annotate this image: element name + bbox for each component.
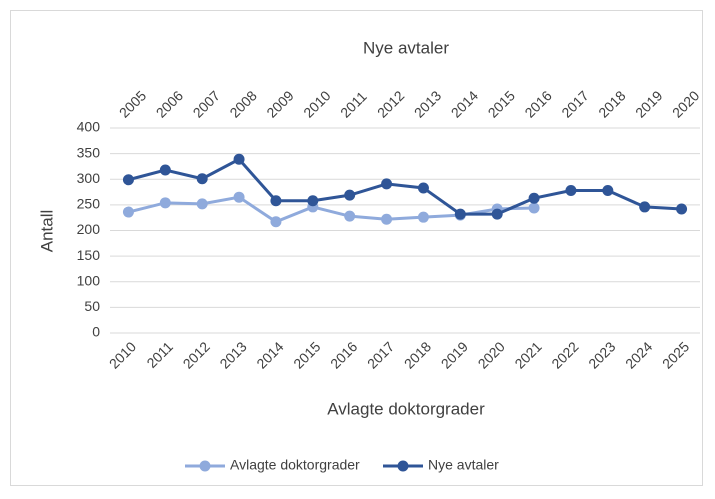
y-tick-label: 250 — [77, 196, 101, 212]
chart-border — [10, 10, 703, 486]
point — [122, 174, 134, 186]
point — [159, 164, 171, 176]
point — [344, 210, 356, 222]
y-tick-label: 0 — [92, 324, 100, 340]
legend-marker — [199, 460, 211, 472]
point — [676, 203, 688, 215]
point — [454, 208, 466, 220]
point — [196, 173, 208, 185]
point — [344, 189, 356, 201]
y-tick-label: 300 — [77, 170, 101, 186]
y-tick-label: 100 — [77, 272, 101, 288]
point — [639, 201, 651, 213]
point — [233, 191, 245, 203]
point — [233, 153, 245, 165]
point — [307, 195, 319, 207]
point — [122, 206, 134, 218]
point — [159, 197, 171, 209]
point — [381, 178, 393, 190]
point — [270, 216, 282, 228]
point — [565, 185, 577, 197]
y-tick-label: 50 — [84, 298, 100, 314]
y-tick-label: 400 — [77, 119, 101, 135]
y-axis-title: Antall — [37, 210, 56, 253]
point — [381, 213, 393, 225]
point — [528, 192, 540, 204]
point — [417, 182, 429, 194]
legend-label: Nye avtaler — [428, 457, 499, 473]
y-tick-label: 150 — [77, 247, 101, 263]
bottom-axis-title: Avlagte doktorgrader — [327, 399, 485, 418]
legend-marker — [397, 460, 409, 472]
legend-label: Avlagte doktorgrader — [230, 457, 360, 473]
y-tick-label: 350 — [77, 144, 101, 160]
point — [270, 195, 282, 207]
y-tick-label: 200 — [77, 221, 101, 237]
point — [602, 185, 614, 197]
top-axis-title: Nye avtaler — [363, 38, 449, 57]
point — [196, 198, 208, 210]
series-line — [128, 157, 682, 216]
point — [491, 208, 503, 220]
point — [528, 202, 540, 214]
point — [417, 211, 429, 223]
